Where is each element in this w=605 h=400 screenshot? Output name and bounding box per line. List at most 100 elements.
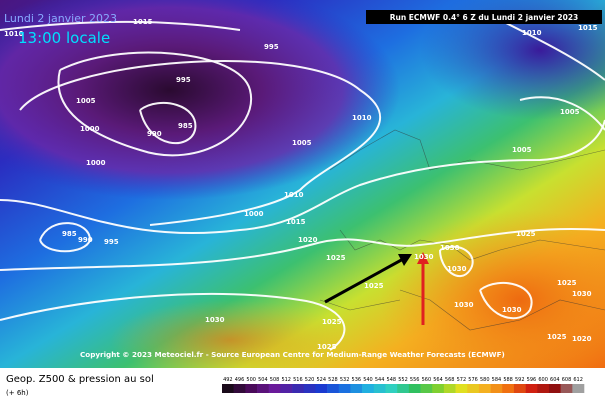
isobar-label: 1010 (522, 29, 542, 37)
colorbar-cell (350, 384, 363, 393)
isobar-label: 1015 (578, 24, 598, 32)
colorbar-label: 528 (328, 377, 338, 383)
isobar-label: 995 (176, 76, 191, 84)
colorbar-label: 604 (550, 377, 560, 383)
isobar-label: 1005 (560, 108, 580, 116)
run-box (366, 10, 602, 24)
isobar-label: 995 (264, 43, 279, 51)
colorbar-label: 544 (375, 377, 385, 383)
colorbar-label: 496 (235, 377, 245, 383)
isobar-label: 1005 (76, 97, 96, 105)
colorbar-cell (513, 384, 526, 393)
colorbar-cell (257, 384, 270, 393)
isobar-label: 1005 (292, 139, 312, 147)
isobar-label: 1000 (244, 210, 264, 218)
colorbar-label: 532 (340, 377, 350, 383)
isobar-label: 990 (147, 130, 162, 138)
colorbar-label: 584 (492, 377, 502, 383)
run-label: Run ECMWF 0.4° 6 Z du Lundi 2 janvier 20… (390, 13, 579, 22)
isobar-label: 1025 (317, 343, 337, 351)
isobar-label: 995 (104, 238, 119, 246)
legend-title: Geop. Z500 & pression au sol (6, 374, 154, 385)
colorbar-cell (338, 384, 351, 393)
isobar-label: 1030 (572, 290, 592, 298)
colorbar-cell (467, 384, 480, 393)
time-label: 13:00 locale (18, 29, 110, 47)
isobar-label: 1025 (326, 254, 346, 262)
colorbar-cell (525, 384, 538, 393)
colorbar-cell (292, 384, 305, 393)
copyright: Copyright © 2023 Meteociel.fr - Source E… (80, 350, 505, 359)
colorbar-label: 560 (422, 377, 432, 383)
isobar-label: 1015 (286, 218, 306, 226)
colorbar-label: 556 (410, 377, 420, 383)
colorbar-cell (397, 384, 410, 393)
isobar-label: 985 (178, 122, 193, 130)
isobar-label: 1030 (447, 265, 467, 273)
colorbar-cell (362, 384, 375, 393)
colorbar-cell (245, 384, 258, 393)
colorbar: 492 496 500 504 508 512 516 520 524 528 532 536 540 5… (222, 377, 585, 393)
colorbar-label: 568 (445, 377, 455, 383)
colorbar-cell (222, 384, 234, 393)
date-label: Lundi 2 janvier 2023 (4, 12, 117, 25)
colorbar-cell (502, 384, 515, 393)
colorbar-cell (268, 384, 281, 393)
isobar-label: 1025 (557, 279, 577, 287)
isobar-label: 990 (78, 236, 93, 244)
colorbar-label: 524 (316, 377, 326, 383)
colorbar-cell (280, 384, 293, 393)
isobar-label: 1025 (322, 318, 342, 326)
colorbar-cell (572, 384, 585, 393)
isobar-label: 1015 (133, 18, 153, 26)
colorbar-label: 552 (398, 377, 408, 383)
colorbar-cell (537, 384, 550, 393)
legend-step: (+ 6h) (6, 389, 29, 397)
isobar-label: 1025 (364, 282, 384, 290)
isobar-label: 1010 (284, 191, 304, 199)
colorbar-label: 520 (305, 377, 315, 383)
colorbar-cell (490, 384, 503, 393)
colorbar-cell (420, 384, 433, 393)
colorbar-cell (315, 384, 328, 393)
isobar-label: 1010 (352, 114, 372, 122)
colorbar-label: 548 (387, 377, 397, 383)
isobar-label: 1000 (80, 125, 100, 133)
isobar-label: 1030 (454, 301, 474, 309)
isobar-label: 1025 (547, 333, 567, 341)
colorbar-label: 588 (503, 377, 513, 383)
isobar-label: 1020 (572, 335, 592, 343)
colorbar-cell (560, 384, 573, 393)
colorbar-label: 580 (480, 377, 490, 383)
colorbar-cell (408, 384, 421, 393)
isobar-label: 1030 (414, 253, 434, 261)
colorbar-cell (455, 384, 468, 393)
colorbar-label: 572 (457, 377, 467, 383)
colorbar-label: 612 (573, 377, 583, 383)
colorbar-label: 592 (515, 377, 525, 383)
colorbar-label: 600 (538, 377, 548, 383)
colorbar-cell (385, 384, 398, 393)
colorbar-label: 536 (352, 377, 362, 383)
colorbar-label: 596 (527, 377, 537, 383)
isobar-label: 1010 (4, 30, 24, 38)
isobar-label: 1000 (86, 159, 106, 167)
colorbar-cell (303, 384, 316, 393)
colorbar-cell (548, 384, 561, 393)
isobar-label: 1005 (512, 146, 532, 154)
colorbar-label: 540 (363, 377, 373, 383)
isobar-label: 1030 (502, 306, 522, 314)
colorbar-cell (443, 384, 456, 393)
isobar-label: 1025 (516, 230, 536, 238)
colorbar-cell (478, 384, 491, 393)
isobar-labels: 1015 1010 995 995 990 985 1005 1000 1000… (4, 18, 598, 351)
colorbar-label: 492 (223, 377, 233, 383)
isobar-label: 1030 (440, 244, 460, 252)
colorbar-cell (233, 384, 246, 393)
colorbar-cell (432, 384, 445, 393)
colorbar-label: 516 (293, 377, 303, 383)
colorbar-cell (373, 384, 386, 393)
colorbar-label: 508 (270, 377, 280, 383)
colorbar-cell (327, 384, 340, 393)
